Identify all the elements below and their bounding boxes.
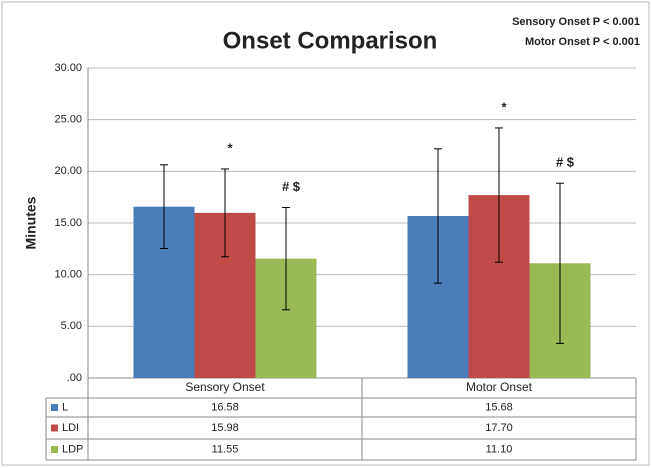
significance-marker: *: [227, 140, 233, 155]
table-value: 16.58: [211, 401, 239, 413]
y-tick-label: 5.00: [61, 320, 82, 332]
y-tick-label: .00: [67, 372, 82, 384]
y-tick-label: 10.00: [54, 269, 82, 281]
legend-label: LDI: [62, 422, 79, 434]
significance-marker: *: [501, 99, 507, 114]
table-value: 17.70: [485, 422, 513, 434]
significance-marker: # $: [282, 179, 301, 194]
annotation: Motor Onset P < 0.001: [525, 36, 640, 48]
legend-label: L: [62, 401, 68, 413]
annotation: Sensory Onset P < 0.001: [512, 16, 640, 28]
chart-title: Onset Comparison: [223, 27, 438, 54]
y-tick-label: 30.00: [54, 62, 82, 74]
significance-marker: # $: [556, 155, 575, 170]
x-tick-label: Sensory Onset: [185, 380, 265, 394]
y-tick-label: 20.00: [54, 165, 82, 177]
y-tick-label: 25.00: [54, 114, 82, 126]
table-value: 15.68: [485, 401, 513, 413]
y-tick-label: 15.00: [54, 217, 82, 229]
x-tick-label: Motor Onset: [466, 380, 533, 394]
legend-label: LDP: [62, 443, 83, 455]
y-axis-label: Minutes: [23, 196, 39, 249]
table-value: 11.10: [486, 443, 513, 455]
legend-swatch: [51, 424, 58, 432]
legend-swatch: [51, 446, 58, 453]
table-value: 11.55: [212, 443, 239, 455]
legend-swatch: [51, 404, 58, 411]
table-value: 15.98: [211, 422, 239, 434]
